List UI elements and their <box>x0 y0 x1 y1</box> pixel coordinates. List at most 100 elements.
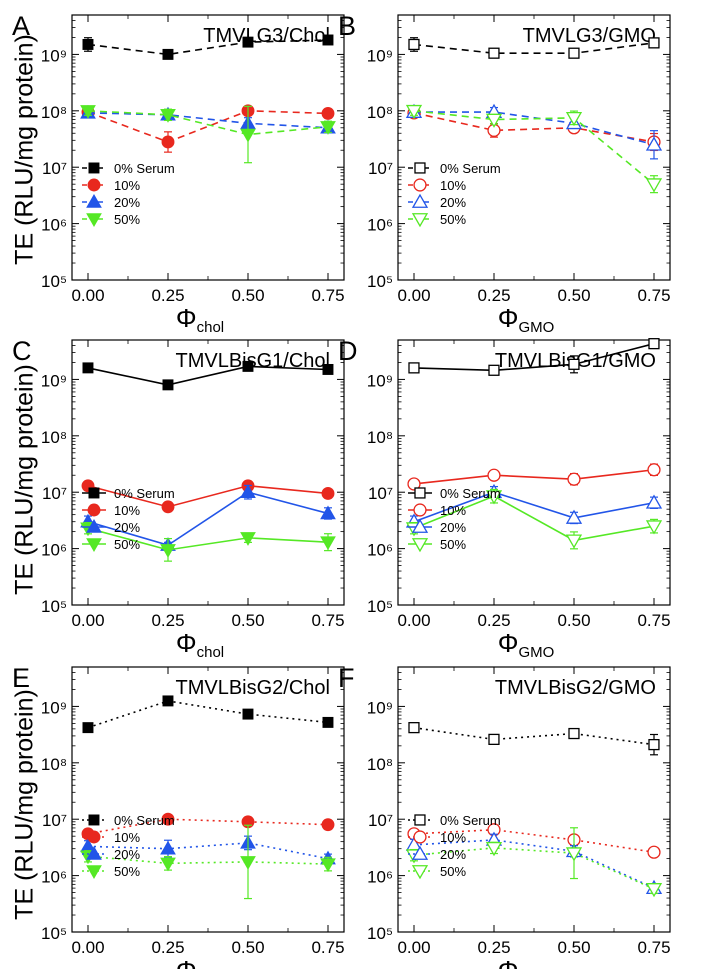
legend-marker <box>86 518 102 533</box>
legend-label: 50% <box>114 864 140 879</box>
data-point <box>565 509 583 524</box>
y-tick-label: 10⁷ <box>368 159 393 178</box>
y-tick-label: 10⁸ <box>367 103 393 122</box>
panel-letter: F <box>338 663 355 693</box>
panel-letter: E <box>12 663 30 693</box>
data-point <box>568 358 580 370</box>
data-point <box>485 841 503 857</box>
x-tick-label: 0.25 <box>477 286 510 305</box>
data-point <box>645 883 663 898</box>
x-axis-label: ΦGMO <box>498 628 555 661</box>
series-0pct <box>408 722 660 756</box>
panel-a: 10⁵ 10⁶ 10⁷ 10⁸ 10⁹ 0.00 0.25 0.50 0.75 Φchol A TMV… <box>12 11 345 336</box>
y-tick-label: 10⁶ <box>41 868 67 887</box>
x-tick-label: 0.75 <box>637 286 670 305</box>
y-tick-label: 10⁷ <box>42 811 67 830</box>
legend: 0% Serum 10% 20% 50% <box>408 161 501 228</box>
legend-label: 50% <box>114 537 140 552</box>
x-axis-label: Φchol <box>176 303 224 336</box>
legend-label: 50% <box>440 864 466 879</box>
panel-letter: B <box>338 11 356 41</box>
x-tick-label: 0.50 <box>557 286 590 305</box>
y-tick-label: 10⁸ <box>41 103 67 122</box>
legend: 0% Serum 10% 20% 50% <box>82 813 175 880</box>
series-0pct <box>82 34 334 60</box>
legend: 0% Serum 10% 20% 50% <box>408 813 501 880</box>
data-point <box>648 738 660 751</box>
series-50pct <box>405 488 663 550</box>
y-tick-label: 10⁸ <box>41 755 67 774</box>
legend-marker <box>411 538 429 553</box>
data-point <box>565 847 583 862</box>
data-point <box>160 840 176 855</box>
x-tick-label: 0.00 <box>71 938 104 957</box>
legend-marker <box>411 518 429 533</box>
legend-marker <box>414 814 426 826</box>
legend-label: 50% <box>440 212 466 227</box>
data-point <box>405 104 423 120</box>
data-point <box>647 463 661 477</box>
data-point <box>407 477 421 491</box>
x-axis-label: ΦGMO <box>498 955 555 969</box>
data-point <box>322 363 334 375</box>
x-axis-label: Φchol <box>176 628 224 661</box>
y-tick-label: 10⁹ <box>367 371 393 390</box>
data-point <box>568 727 580 740</box>
series-line <box>413 110 655 185</box>
series-line <box>87 818 329 835</box>
legend-label: 50% <box>114 212 140 227</box>
data-point <box>321 106 335 120</box>
legend-label: 0% Serum <box>440 161 501 176</box>
series-0pct <box>408 37 660 59</box>
x-tick-label: 0.25 <box>151 938 184 957</box>
panel-f: 10⁵ 10⁶ 10⁷ 10⁸ 10⁹ 0.00 0.25 0.50 0.75 ΦGMO F TMVL… <box>338 663 671 969</box>
legend: 0% Serum 10% 20% 50% <box>408 486 501 553</box>
series-line <box>87 484 329 508</box>
data-point <box>408 38 420 51</box>
data-point <box>320 121 336 135</box>
y-axis-label-bottom: TE (RLU/mg protein) <box>10 689 39 920</box>
legend-label: 0% Serum <box>440 486 501 501</box>
legend-label: 10% <box>114 503 140 518</box>
series-line <box>87 365 329 386</box>
y-tick-label: 10⁶ <box>367 541 393 560</box>
data-point <box>488 364 500 376</box>
data-point <box>645 520 663 535</box>
legend-label: 20% <box>114 520 140 535</box>
legend-marker <box>86 193 102 208</box>
panel-letter: A <box>12 11 30 41</box>
data-point <box>82 362 94 374</box>
legend-label: 20% <box>440 520 466 535</box>
series-line <box>413 495 655 542</box>
plot-frame <box>397 666 671 933</box>
x-tick-label: 0.25 <box>477 938 510 957</box>
data-point <box>645 178 663 193</box>
y-tick-label: 10⁶ <box>367 868 393 887</box>
legend-marker <box>86 538 102 553</box>
legend-label: 50% <box>440 537 466 552</box>
legend-marker <box>87 830 101 844</box>
legend-marker <box>86 845 102 860</box>
panel-letter: C <box>12 336 32 366</box>
legend-marker <box>86 213 102 228</box>
legend-marker <box>413 178 427 192</box>
data-point <box>322 716 334 728</box>
series-0pct <box>408 338 660 376</box>
y-tick-label: 10⁷ <box>368 484 393 503</box>
x-tick-label: 0.00 <box>397 611 430 630</box>
x-tick-label: 0.50 <box>557 938 590 957</box>
data-point <box>565 111 583 127</box>
x-tick-label: 0.00 <box>397 938 430 957</box>
y-tick-label: 10⁵ <box>41 924 67 943</box>
data-point <box>242 708 254 720</box>
data-point <box>568 47 580 59</box>
y-tick-label: 10⁶ <box>41 541 67 560</box>
data-point <box>648 338 660 350</box>
legend-label: 0% Serum <box>114 486 175 501</box>
series-line <box>413 828 655 853</box>
series-line <box>87 842 329 860</box>
y-tick-label: 10⁷ <box>42 159 67 178</box>
data-point <box>645 494 663 509</box>
legend-marker <box>88 814 100 826</box>
plot-frame <box>71 14 345 281</box>
